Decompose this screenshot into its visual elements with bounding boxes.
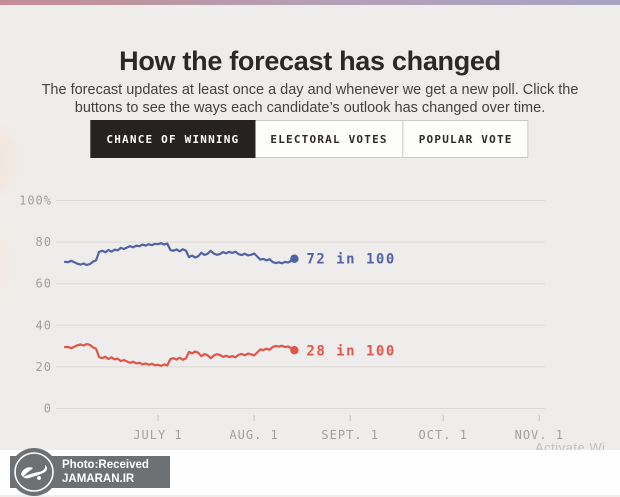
chance-leading-candidate-line (63, 241, 296, 267)
chance-leading-candidate-end-label: 72 in 100 (306, 252, 395, 268)
x-axis-label: JULY 1 (133, 428, 182, 442)
tab-electoral-votes[interactable]: ELECTORAL VOTES (254, 120, 404, 158)
photo-credit-badge: Photo:Received JAMARAN.IR (10, 448, 170, 496)
x-axis-label: AUG. 1 (229, 428, 278, 442)
tab-chance-of-winning[interactable]: CHANCE OF WINNING (90, 120, 256, 158)
y-axis-label: 100% (19, 194, 52, 208)
photo-credit-line2: JAMARAN.IR (62, 473, 135, 485)
x-axis-label: SEPT. 1 (321, 428, 379, 442)
y-axis-label: 60 (36, 277, 52, 291)
x-axis-label: NOV. 1 (515, 428, 564, 442)
activate-windows-partial-text: Activate Wi (535, 440, 606, 450)
x-axis-label: OCT. 1 (419, 428, 468, 442)
y-axis-label: 0 (44, 402, 52, 416)
jamaran-logo-icon (10, 448, 58, 496)
page-title: How the forecast has changed (119, 46, 501, 77)
page-subtitle: The forecast updates at least once a day… (41, 81, 579, 116)
chance-trailing-candidate-end-dot (290, 346, 299, 355)
chance-trailing-candidate-line (63, 342, 296, 367)
chance-leading-candidate-end-dot (290, 254, 299, 263)
photo-credit-line1: Photo:Received (62, 459, 149, 471)
tab-popular-vote[interactable]: POPULAR VOTE (402, 120, 529, 158)
y-axis-label: 20 (36, 360, 52, 374)
y-axis-label: 40 (36, 318, 52, 332)
forecast-chart: 100% 80 60 40 20 0 JULY 1 AUG. 1 SEPT. 1 OCT. 1 NO… (0, 190, 620, 450)
y-axis-label: 80 (36, 235, 52, 249)
top-gradient-strip (0, 0, 620, 5)
forecast-metric-tabs: CHANCE OF WINNING ELECTORAL VOTES POPULA… (90, 120, 529, 158)
forecast-chart-svg: 100% 80 60 40 20 0 JULY 1 AUG. 1 SEPT. 1 OCT. 1 NO… (19, 194, 564, 443)
chance-trailing-candidate-end-label: 28 in 100 (306, 343, 395, 359)
